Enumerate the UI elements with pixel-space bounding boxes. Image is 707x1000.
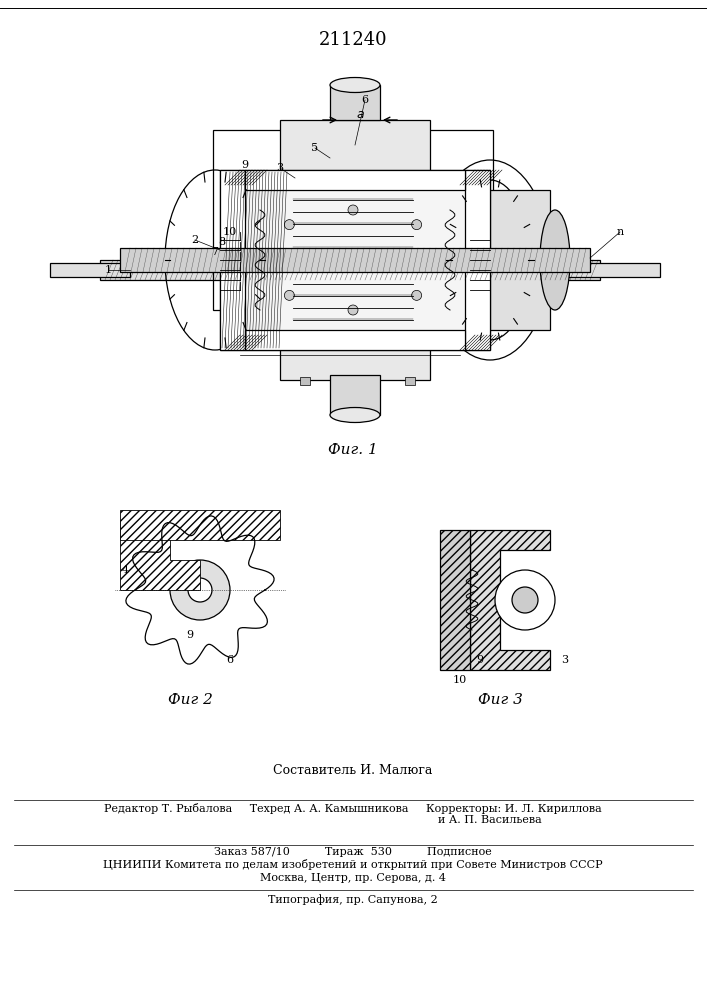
Text: 3: 3 <box>561 655 568 665</box>
Ellipse shape <box>330 408 380 422</box>
Ellipse shape <box>330 78 380 93</box>
Text: 9: 9 <box>187 630 194 640</box>
Bar <box>300 377 310 385</box>
Text: 5: 5 <box>312 143 319 153</box>
Text: Типография, пр. Сапунова, 2: Типография, пр. Сапунова, 2 <box>268 895 438 905</box>
Bar <box>465 170 490 350</box>
Text: 8: 8 <box>218 237 226 247</box>
Bar <box>220 170 245 350</box>
Circle shape <box>170 560 230 620</box>
Text: ЦНИИПИ Комитета по делам изобретений и открытий при Совете Министров СССР: ЦНИИПИ Комитета по делам изобретений и о… <box>103 859 603 870</box>
Text: Фиг 3: Фиг 3 <box>477 693 522 707</box>
Text: Редактор Т. Рыбалова     Техред А. А. Камышникова     Корректоры: И. Л. Кириллов: Редактор Т. Рыбалова Техред А. А. Камышн… <box>104 802 602 814</box>
Text: 211240: 211240 <box>319 31 387 49</box>
Bar <box>330 85 380 120</box>
Text: и А. П. Васильева: и А. П. Васильева <box>438 815 542 825</box>
Text: 3: 3 <box>276 163 284 173</box>
Text: 9: 9 <box>477 655 484 665</box>
Circle shape <box>258 255 268 265</box>
Ellipse shape <box>540 210 570 310</box>
Polygon shape <box>120 510 280 540</box>
Circle shape <box>284 220 294 230</box>
Circle shape <box>438 255 448 265</box>
Bar <box>335 377 345 385</box>
Bar <box>405 377 415 385</box>
Bar <box>280 350 430 380</box>
Bar <box>280 120 430 170</box>
Bar <box>50 263 130 277</box>
Text: Заказ 587/10          Тираж  530          Подписное: Заказ 587/10 Тираж 530 Подписное <box>214 847 492 857</box>
Text: Составитель И. Малюга: Составитель И. Малюга <box>274 764 433 776</box>
Bar <box>245 170 465 190</box>
Polygon shape <box>120 520 200 590</box>
Bar <box>213 130 493 310</box>
Circle shape <box>495 570 555 630</box>
Bar <box>120 248 590 272</box>
Text: Москва, Центр, пр. Серова, д. 4: Москва, Центр, пр. Серова, д. 4 <box>260 873 446 883</box>
Text: 9: 9 <box>241 160 249 170</box>
Circle shape <box>284 290 294 300</box>
Text: Фиг 2: Фиг 2 <box>168 693 212 707</box>
Circle shape <box>411 220 421 230</box>
Text: n: n <box>617 227 624 237</box>
Circle shape <box>512 587 538 613</box>
Text: 7: 7 <box>211 247 218 257</box>
Circle shape <box>188 578 212 602</box>
Bar <box>330 375 380 415</box>
Text: 10: 10 <box>453 675 467 685</box>
Bar <box>245 330 465 350</box>
Bar <box>220 170 490 350</box>
Text: 10: 10 <box>223 227 237 237</box>
Circle shape <box>348 205 358 215</box>
Text: 1: 1 <box>105 265 112 275</box>
Bar <box>490 190 550 330</box>
Bar <box>370 377 380 385</box>
Bar <box>440 530 470 670</box>
Polygon shape <box>470 530 550 670</box>
Text: 2: 2 <box>192 235 199 245</box>
Text: Фиг. 1: Фиг. 1 <box>328 443 378 457</box>
Text: 6: 6 <box>361 95 368 105</box>
Bar <box>560 263 660 277</box>
Circle shape <box>348 305 358 315</box>
Circle shape <box>411 290 421 300</box>
Text: 6: 6 <box>226 655 233 665</box>
Text: a: a <box>356 108 364 121</box>
Bar <box>100 260 600 280</box>
Text: 4: 4 <box>122 565 129 575</box>
